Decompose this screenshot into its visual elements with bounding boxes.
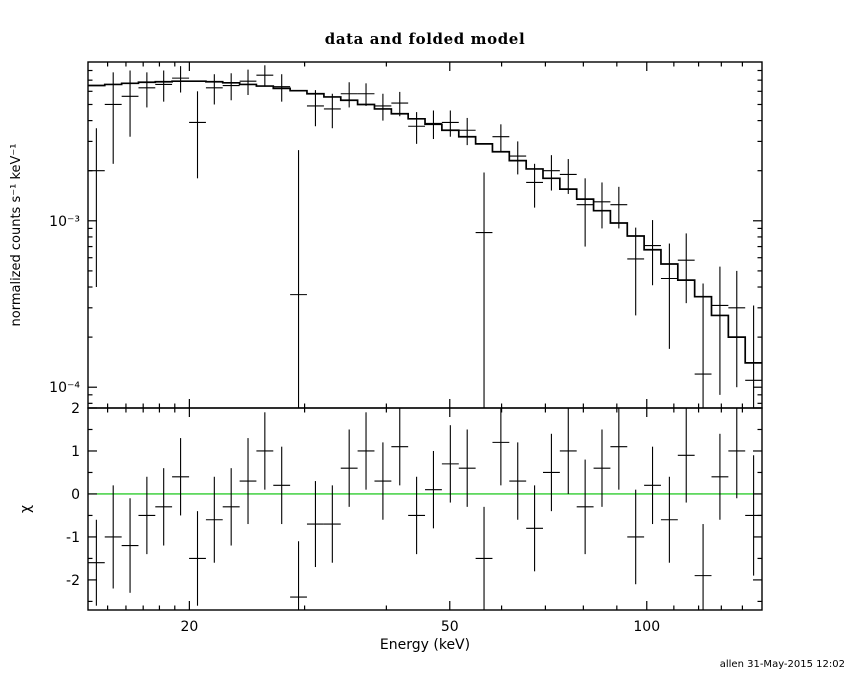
x-tick-label: 20 [180, 619, 198, 635]
y-tick-label-top: 10⁻³ [49, 214, 80, 230]
residual-panel-data [88, 408, 762, 610]
top-panel-data [88, 65, 762, 408]
y-tick-label-bottom: -2 [66, 573, 80, 589]
plot-content: 20 50 100 10⁻⁴ 10⁻³ -2 -1 0 1 2 [49, 61, 763, 635]
axes-frame [87, 61, 763, 611]
y-tick-label-top: 10⁻⁴ [49, 380, 80, 396]
y-tick-label-bottom: 2 [71, 401, 80, 417]
tick-labels: 20 50 100 10⁻⁴ 10⁻³ -2 -1 0 1 2 [49, 214, 660, 635]
y-tick-label-bottom: -1 [66, 530, 80, 546]
model-curve [88, 80, 762, 364]
x-axis-label: Energy (keV) [380, 637, 470, 653]
y-tick-label-bottom: 1 [71, 444, 80, 460]
axis-ticks [88, 62, 762, 610]
y-tick-label-bottom: 0 [71, 487, 80, 503]
x-tick-label: 50 [441, 619, 459, 635]
footer-stamp: allen 31-May-2015 12:02 [720, 659, 845, 670]
plot-title: data and folded model [325, 30, 526, 48]
y-axis-label-bottom: χ [18, 505, 34, 513]
x-tick-label: 100 [633, 619, 660, 635]
y-axis-label-top: normalized counts s⁻¹ keV⁻¹ [9, 144, 24, 327]
